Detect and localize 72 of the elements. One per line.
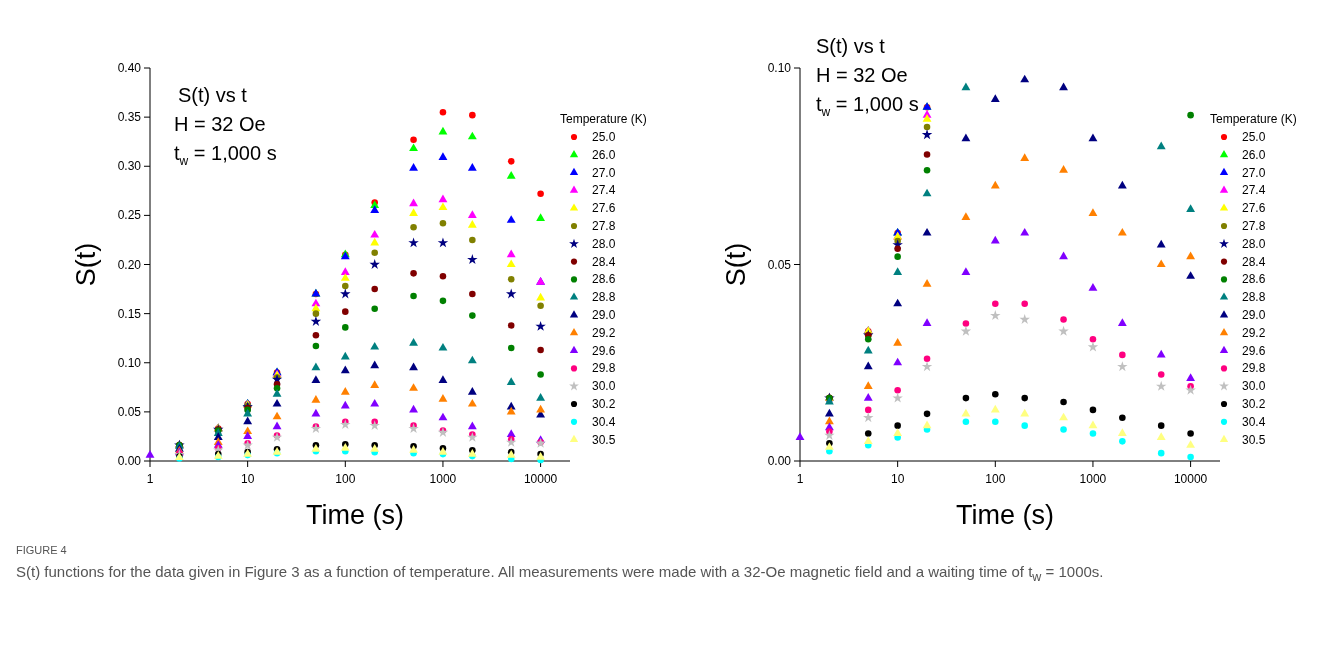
x-tick-label: 10000 — [523, 472, 558, 486]
y-tick-label: 0.20 — [117, 257, 142, 272]
text: S(t) functions for the data given in Figure 3 as a function of temperature. All measurements were made with a 32-Oe magnetic field and a waiting time of t$_{w}$ = 1000s. — [16, 562, 1105, 586]
y-tick-label: 0.00 — [767, 454, 792, 468]
legend-label: 27.6 — [592, 201, 616, 216]
legend-label: 28.6 — [1242, 272, 1266, 287]
legend-label: 29.0 — [592, 308, 616, 322]
x-tick-label: 100 — [335, 472, 356, 486]
x-tick-label: 10 — [240, 472, 255, 486]
legend-title: Temperature (K) — [1210, 112, 1297, 126]
legend-label: 30.4 — [592, 414, 616, 429]
legend-label: 30.5 — [1242, 432, 1266, 447]
legend-title: Temperature (K) — [560, 112, 647, 126]
legend-label: 28.4 — [592, 254, 616, 269]
legend-label: 30.4 — [1242, 414, 1266, 429]
legend-label: 28.8 — [1242, 290, 1266, 305]
legend-label: 27.4 — [592, 183, 616, 198]
x-tick-label: 100 — [985, 472, 1006, 486]
legend-label: 29.2 — [1242, 325, 1266, 340]
x-tick-label: 1000 — [1079, 472, 1107, 486]
y-tick-label: 0.05 — [767, 257, 792, 272]
legend-label: 27.8 — [1242, 219, 1266, 233]
legend-label: 25.0 — [1242, 130, 1266, 144]
annotation: H = 32 Oe — [174, 113, 266, 135]
x-tick-label: 1 — [146, 472, 154, 486]
x-tick-label: 1000 — [429, 472, 457, 486]
legend-label: 27.0 — [592, 165, 616, 180]
legend-label: 28.6 — [592, 272, 616, 287]
x-tick-label: 1 — [796, 472, 804, 486]
y-tick-label: 0.30 — [117, 159, 142, 174]
legend-label: 30.2 — [592, 397, 616, 411]
text: S(t) vs t — [816, 35, 886, 57]
legend-label: 29.8 — [1242, 361, 1266, 376]
legend-label: 26.0 — [592, 147, 616, 162]
annotation: t$_{w}$ = 1,000 s — [816, 93, 919, 119]
legend-label: 30.0 — [1242, 379, 1266, 394]
y-axis-title: S(t) — [71, 242, 101, 287]
y-axis-title: S(t) — [721, 242, 751, 287]
legend-label: 27.4 — [1242, 183, 1266, 198]
x-tick-label: 10 — [890, 472, 905, 486]
y-tick-label: 0.00 — [117, 454, 142, 468]
legend-label: 30.0 — [592, 379, 616, 394]
legend-label: 28.0 — [1242, 236, 1266, 251]
legend-label: 28.8 — [592, 290, 616, 305]
legend-label: 27.6 — [1242, 201, 1266, 216]
legend-label: 27.0 — [1242, 165, 1266, 180]
legend-label: 29.6 — [592, 343, 616, 358]
y-tick-label: 0.25 — [117, 208, 142, 223]
x-axis-title: Time (s) — [956, 500, 1054, 530]
legend-label: 30.2 — [1242, 397, 1266, 411]
legend-label: 25.0 — [592, 130, 616, 144]
x-tick-label: 10000 — [1173, 472, 1208, 486]
legend-label: 28.4 — [1242, 254, 1266, 269]
legend-label: 29.6 — [1242, 343, 1266, 358]
annotation: t$_{w}$ = 1,000 s — [174, 142, 277, 168]
annotation: S(t) vs t — [178, 84, 248, 106]
y-tick-label: 0.40 — [117, 61, 142, 75]
legend-label: 29.8 — [592, 361, 616, 376]
legend-label: 28.0 — [592, 236, 616, 251]
annotation: H = 32 Oe — [816, 64, 908, 86]
legend-label: 27.8 — [592, 219, 616, 233]
y-tick-label: 0.35 — [117, 110, 142, 125]
legend-label: 29.0 — [1242, 308, 1266, 322]
legend-label: 30.5 — [592, 432, 616, 447]
y-tick-label: 0.10 — [767, 61, 792, 75]
legend-label: 26.0 — [1242, 147, 1266, 162]
x-axis-title: Time (s) — [306, 500, 404, 530]
y-tick-label: 0.15 — [117, 306, 142, 321]
caption: FIGURE 4 — [16, 543, 68, 558]
legend-label: 29.2 — [592, 325, 616, 340]
y-tick-label: 0.10 — [117, 355, 142, 370]
y-tick-label: 0.05 — [117, 404, 142, 419]
